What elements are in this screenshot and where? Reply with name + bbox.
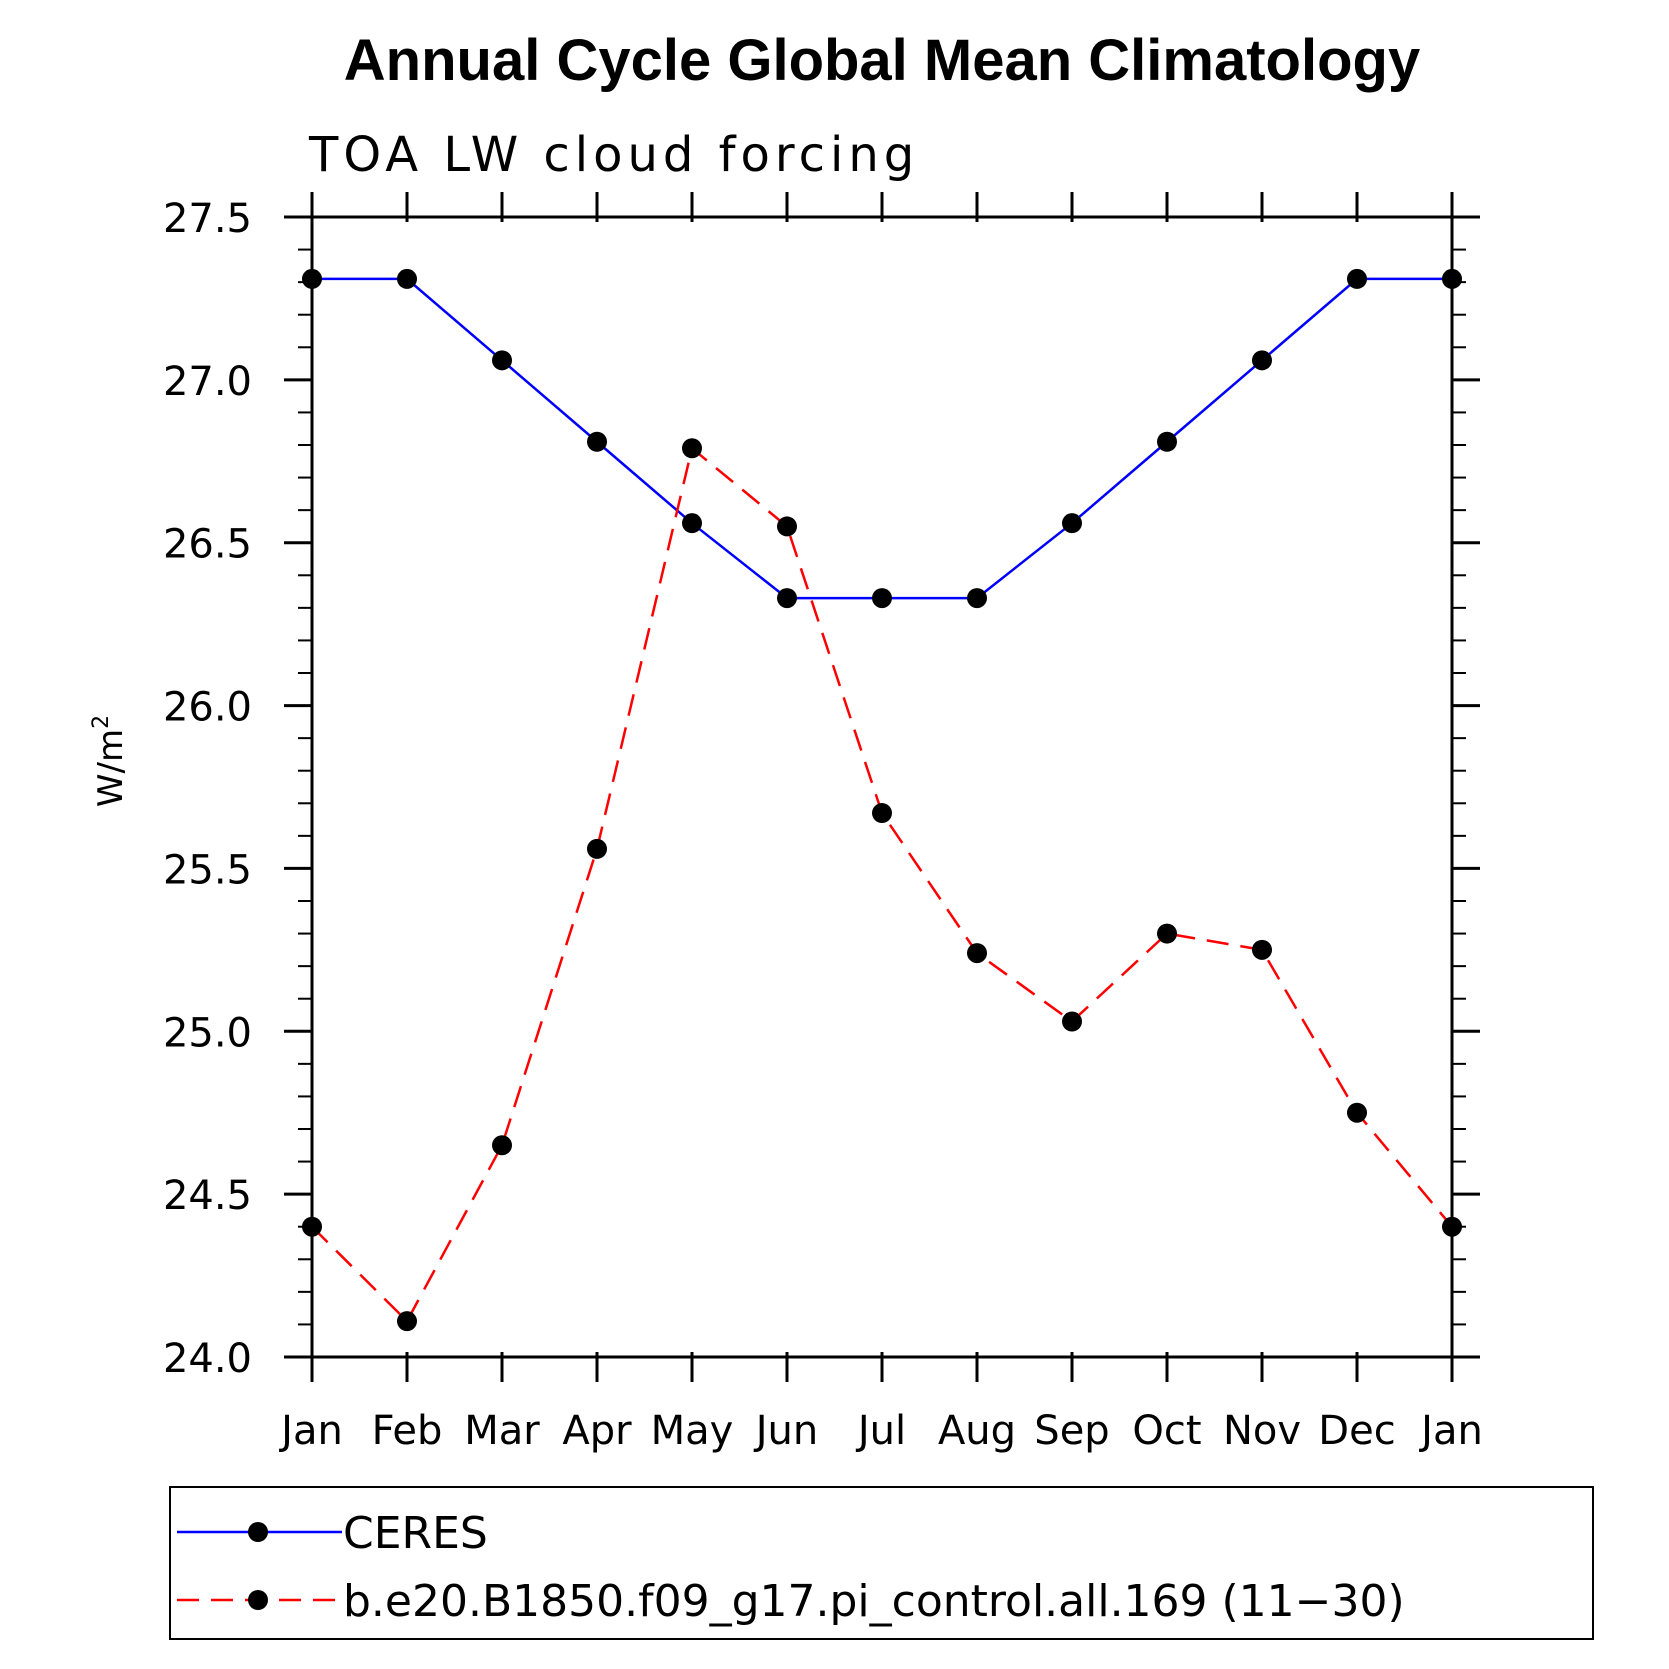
x-tick-label: Oct: [1132, 1408, 1201, 1454]
legend-label-1: b.e20.B1850.f09_g17.pi_control.all.169 (…: [343, 1576, 1405, 1627]
series-lines: [311, 277, 1453, 1324]
y-tick-label: 26.5: [163, 522, 252, 568]
series-0-point: [1157, 431, 1177, 452]
x-tick-label: Aug: [938, 1408, 1016, 1454]
y-tick-label: 25.0: [163, 1010, 252, 1056]
y-axis-label-text: W/m: [91, 729, 131, 807]
chart-title: Annual Cycle Global Mean Climatology: [344, 28, 1420, 93]
y-tick-label: 25.5: [163, 847, 252, 893]
series-0-point: [1252, 350, 1272, 371]
series-1-point: [1157, 923, 1177, 944]
series-1-point: [1442, 1216, 1462, 1237]
x-tick-label: Jan: [278, 1408, 343, 1454]
y-tick-label: 24.5: [163, 1173, 252, 1219]
series-1-point: [397, 1311, 417, 1332]
series-0-point: [1062, 513, 1082, 534]
x-tick-label: Apr: [562, 1408, 632, 1454]
series-1-point: [872, 803, 892, 824]
x-tick-label: May: [651, 1408, 734, 1454]
svg-text:W/m2: W/m2: [89, 715, 131, 807]
series-1-point: [967, 943, 987, 964]
series-1-point: [777, 516, 797, 537]
y-tick-label: 27.5: [163, 196, 252, 242]
legend-label-0: CERES: [343, 1508, 488, 1559]
series-0-point: [777, 588, 797, 609]
series-0-point: [1442, 268, 1462, 289]
series-0-point: [587, 431, 607, 452]
series-0-point: [1347, 268, 1367, 289]
x-tick-label: Dec: [1318, 1408, 1395, 1454]
y-tick-label: 24.0: [163, 1336, 252, 1382]
x-tick-label: Mar: [464, 1408, 540, 1454]
axis-tick-labels: Jan Feb Mar Apr May Jun Jul Aug Sep Oct Nov Dec Jan 2…: [163, 196, 1483, 1454]
series-1-point: [1347, 1102, 1367, 1123]
series-0-point: [682, 513, 702, 534]
series-1-point: [587, 838, 607, 859]
y-tick-label: 26.0: [163, 685, 252, 731]
series-0-point: [492, 350, 512, 371]
series-0-point: [872, 588, 892, 609]
series-1-point: [302, 1216, 322, 1237]
x-tick-label: Jan: [1418, 1408, 1483, 1454]
y-axis-label-superscript: 2: [89, 715, 114, 729]
axis-ticks: [284, 192, 1480, 1382]
x-tick-label: Jun: [753, 1408, 819, 1454]
x-tick-label: Sep: [1034, 1408, 1109, 1454]
series-markers: [302, 268, 1462, 1332]
x-tick-label: Feb: [372, 1408, 443, 1454]
legend-box: [169, 1486, 1594, 1640]
chart-subtitle: TOA LW cloud forcing: [308, 127, 919, 183]
series-0-point: [967, 588, 987, 609]
y-axis-label: W/m2: [89, 715, 131, 807]
x-tick-label: Jul: [855, 1408, 906, 1454]
series-1-point: [1062, 1011, 1082, 1032]
legend: CERES b.e20.B1850.f09_g17.pi_control.all.…: [169, 1486, 1594, 1640]
series-0-point: [302, 268, 322, 289]
x-tick-label: Nov: [1223, 1408, 1301, 1454]
legend-marker-0: [248, 1522, 268, 1542]
legend-marker-1: [248, 1590, 268, 1610]
series-1-point: [682, 438, 702, 459]
series-1-point: [492, 1135, 512, 1156]
series-line-0: [312, 277, 1452, 600]
y-tick-label: 27.0: [163, 359, 252, 405]
plot-frame: [310, 215, 1454, 1359]
series-line-1: [311, 446, 1453, 1324]
series-0-point: [397, 268, 417, 289]
series-1-point: [1252, 939, 1272, 960]
